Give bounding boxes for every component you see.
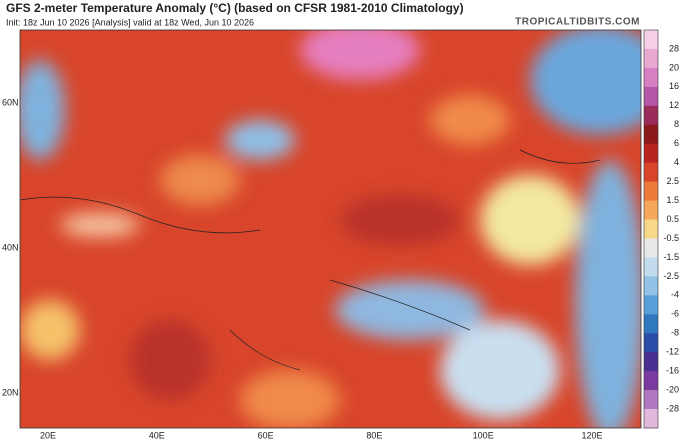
colorbar-frame [643, 29, 659, 429]
colorbar-swatch [644, 333, 658, 353]
colorbar-swatch [644, 162, 658, 183]
colorbar-label: -16 [666, 366, 679, 376]
colorbar-swatch [644, 314, 658, 334]
colorbar-label: 0.5 [666, 214, 679, 224]
colorbar-swatch [644, 143, 658, 164]
colorbar-swatch [644, 181, 658, 202]
colorbar-label: 2.5 [666, 176, 679, 186]
colorbar-label: 6 [674, 138, 679, 148]
lon-label: 20E [40, 430, 56, 440]
colorbar-swatch [644, 409, 658, 429]
colorbar-label: 1.5 [666, 195, 679, 205]
colorbar-label: -28 [666, 403, 679, 413]
colorbar-label: -1.5 [663, 252, 679, 262]
colorbar-label: -6 [671, 309, 679, 319]
colorbar-label: -4 [671, 290, 679, 300]
colorbar-label: -2.5 [663, 271, 679, 281]
colorbar-swatch [644, 124, 658, 145]
colorbar-label: 20 [669, 62, 679, 72]
title: GFS 2-meter Temperature Anomaly (°C) (ba… [6, 1, 464, 15]
colorbar-swatch [644, 352, 658, 372]
subtitle: Init: 18z Jun 10 2026 [Analysis] valid a… [6, 17, 254, 27]
colorbar-label: 28 [669, 43, 679, 53]
colorbar-swatch [644, 238, 658, 258]
colorbar-label: 4 [674, 157, 679, 167]
colorbar-label: -0.5 [663, 233, 679, 243]
brand: TROPICALTIDBITS.COM [515, 17, 640, 28]
lat-label: 40N [2, 242, 19, 252]
colorbar-swatch [644, 200, 658, 221]
colorbar-swatch [644, 219, 658, 239]
colorbar-swatch [644, 86, 658, 107]
colorbar-swatch [644, 48, 658, 69]
colorbar-label: 12 [669, 100, 679, 110]
map [20, 30, 641, 428]
colorbar-label: 8 [674, 119, 679, 129]
colorbar-swatch [644, 276, 658, 296]
lon-label: 60E [258, 430, 274, 440]
colorbar-swatch [644, 295, 658, 315]
colorbar-swatch [644, 30, 658, 50]
colorbar-swatch [644, 371, 658, 391]
colorbar-label: -20 [666, 384, 679, 394]
colorbar-swatch [644, 67, 658, 88]
colorbar-swatch [644, 257, 658, 277]
lon-label: 40E [149, 430, 165, 440]
colorbar-swatch [644, 105, 658, 126]
lat-label: 20N [2, 387, 19, 397]
lat-label: 60N [2, 97, 19, 107]
colorbar-label: -12 [666, 347, 679, 357]
colorbar-label: -8 [671, 328, 679, 338]
colorbar-label: 16 [669, 81, 679, 91]
lon-label: 80E [366, 430, 382, 440]
lon-label: 100E [473, 430, 494, 440]
colorbar-swatch [644, 390, 658, 410]
lon-label: 120E [581, 430, 602, 440]
